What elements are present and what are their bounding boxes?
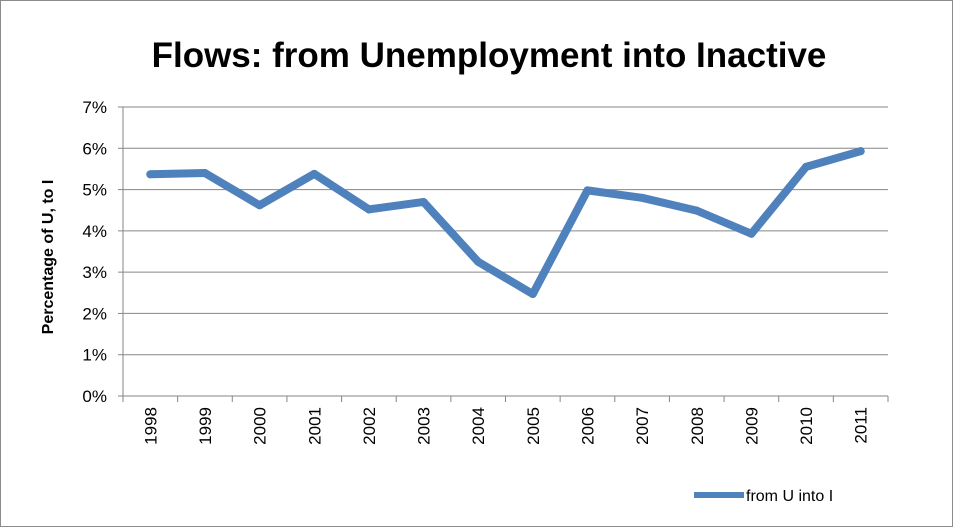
y-tick-label: 4% [82, 222, 107, 241]
x-tick-label: 2001 [305, 407, 324, 445]
x-tick-label: 2000 [251, 407, 270, 445]
x-tick-label: 2003 [415, 407, 434, 445]
chart-title: Flows: from Unemployment into Inactive [152, 36, 827, 75]
y-tick-label: 6% [82, 139, 107, 158]
x-tick-label: 1999 [196, 407, 215, 445]
x-tick-label: 2009 [742, 407, 761, 445]
data-point [802, 162, 811, 171]
y-tick-label: 3% [82, 263, 107, 282]
y-tick-label: 7% [82, 98, 107, 117]
x-tick-label: 1998 [141, 407, 160, 445]
data-point [528, 290, 537, 299]
x-axis [118, 106, 889, 402]
x-tick-label: 2006 [578, 407, 597, 445]
y-tick-label: 2% [82, 304, 107, 323]
data-point [856, 147, 865, 156]
gridlines [123, 106, 888, 356]
series-layer [146, 147, 865, 299]
legend-label: from U into I [746, 488, 833, 505]
x-tick-label: 2004 [469, 407, 488, 445]
data-point [692, 206, 701, 215]
x-tick-label: 2005 [524, 407, 543, 445]
y-tick-label: 0% [82, 387, 107, 406]
y-tick-labels: 0% 1% 2% 3% 4% 5% 6% 7% [82, 98, 107, 406]
x-tick-label: 2002 [360, 407, 379, 445]
legend: from U into I [694, 488, 833, 505]
x-tick-label: 2007 [633, 407, 652, 445]
x-tick-label: 2011 [852, 407, 871, 444]
x-tick-labels: 1998 1999 2000 2001 2002 2003 2004 2005 2006 2007… [141, 407, 870, 445]
data-point [474, 257, 483, 266]
x-tick-label: 2008 [688, 407, 707, 445]
data-point [310, 169, 319, 178]
data-point [364, 205, 373, 214]
x-tick-label: 2010 [797, 407, 816, 445]
data-point [255, 201, 264, 210]
y-tick-label: 5% [82, 181, 107, 200]
y-axis-title: Percentage of U, to I [40, 180, 57, 335]
series-line [146, 147, 865, 299]
data-point [200, 169, 209, 178]
data-point [638, 193, 647, 202]
y-tick-label: 1% [82, 346, 107, 365]
data-point [747, 229, 756, 238]
data-point [583, 186, 592, 195]
data-point [419, 197, 428, 206]
data-point [146, 170, 155, 179]
